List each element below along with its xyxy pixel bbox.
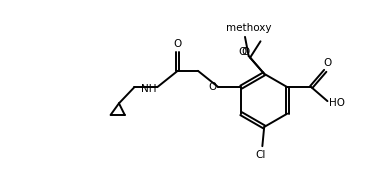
Text: O: O bbox=[239, 47, 247, 57]
Text: methoxy: methoxy bbox=[226, 23, 271, 33]
Text: O: O bbox=[323, 58, 332, 68]
Text: O: O bbox=[241, 47, 250, 57]
Text: O: O bbox=[208, 82, 216, 92]
Text: Cl: Cl bbox=[255, 150, 266, 160]
Text: NH: NH bbox=[141, 84, 157, 94]
Text: O: O bbox=[173, 39, 182, 49]
Text: HO: HO bbox=[329, 98, 345, 108]
